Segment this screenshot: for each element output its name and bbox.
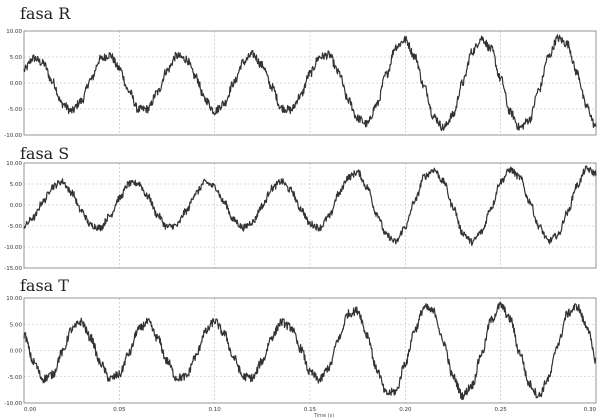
x-tick-label: 0.30: [584, 407, 597, 413]
y-tick-label: 5.00: [10, 182, 23, 188]
x-tick-label: 0.25: [495, 407, 508, 413]
y-tick-label: 0.00: [10, 349, 23, 355]
panel-title: fasa T: [20, 276, 69, 295]
panel-title: fasa R: [20, 4, 71, 23]
y-tick-label: -5.00: [8, 107, 23, 113]
waveform-trace: [23, 34, 597, 132]
plot-frame: [23, 30, 597, 136]
x-tick-label: 0.05: [113, 407, 126, 413]
y-tick-label: -5.00: [8, 224, 23, 230]
waveform-trace: [23, 301, 597, 401]
x-tick-label: 0.15: [304, 407, 317, 413]
y-tick-label: 0.00: [10, 81, 23, 87]
phase-panel-3: fasa T10.005.000.00-5.00-10.000.00 0.05 0.…: [4, 276, 596, 418]
y-tick-label: 5.00: [10, 55, 23, 61]
y-tick-label: 10.00: [6, 161, 22, 167]
x-tick-label: 0.20: [399, 407, 412, 413]
phase-panel-2: fasa S10.00 5.00 0.00 -5.00 -10.00 -15.00: [4, 144, 597, 272]
y-tick-label: -10.00: [4, 133, 22, 139]
y-tick-label: 10.00: [6, 296, 22, 302]
x-axis-label: Time (s): [313, 413, 334, 418]
phase-panel-1: fasa R 10.00 5.00 0.00 -5.00 -10.00: [4, 4, 597, 139]
y-tick-label: -10.00: [4, 245, 22, 251]
waveform-trace: [23, 165, 597, 246]
x-tick-label: 0.10: [209, 407, 222, 413]
y-tick-label: -5.00: [8, 375, 23, 381]
y-tick-label: 5.00: [10, 322, 23, 328]
plot-frame: [23, 297, 597, 404]
panel-title: fasa S: [20, 144, 69, 163]
y-tick-label: -10.00: [4, 401, 22, 407]
x-tick-label: 0.00: [24, 407, 37, 413]
y-tick-label: -15.00: [4, 266, 22, 272]
y-tick-label: 10.00: [6, 29, 22, 35]
y-tick-label: 0.00: [10, 203, 23, 209]
plot-frame: [23, 162, 597, 269]
